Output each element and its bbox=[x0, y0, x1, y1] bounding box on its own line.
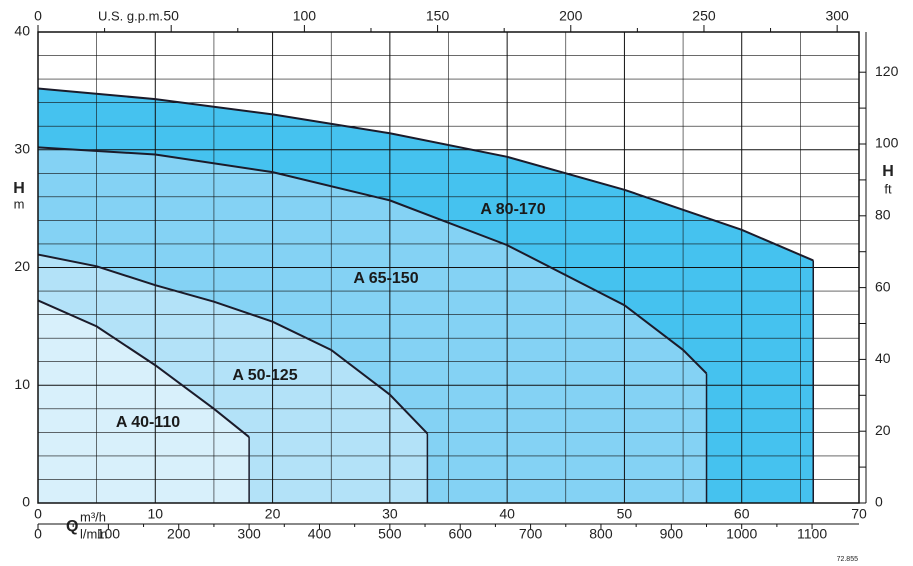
x3-tick-label: 100 bbox=[97, 526, 121, 542]
y-tick-label: 40 bbox=[14, 23, 30, 39]
y-tick-label: 20 bbox=[14, 258, 30, 274]
y2-tick-label: 0 bbox=[875, 494, 883, 510]
x-tick-label: 10 bbox=[147, 506, 163, 522]
x-tick-label: 40 bbox=[499, 506, 515, 522]
curve bbox=[37, 87, 814, 262]
x2-tick-label: 0 bbox=[34, 8, 42, 24]
x2-tick-label: 150 bbox=[426, 8, 450, 24]
x-tick-label: 70 bbox=[851, 506, 867, 522]
y2-tick-label: 120 bbox=[875, 63, 899, 79]
x3-tick-label: 0 bbox=[34, 526, 42, 542]
x2-tick-label: 250 bbox=[692, 8, 716, 24]
x3-tick-label: 600 bbox=[449, 526, 473, 542]
x3-tick-label: 800 bbox=[589, 526, 613, 542]
x-tick-label: 30 bbox=[382, 506, 398, 522]
series-label: A 65-150 bbox=[353, 270, 418, 287]
x3-tick-label: 300 bbox=[237, 526, 261, 542]
x2-unit: U.S. g.p.m. bbox=[98, 8, 163, 23]
y2-tick-label: 60 bbox=[875, 278, 891, 294]
x2-tick-label: 50 bbox=[163, 8, 179, 24]
y2-tick-label: 40 bbox=[875, 350, 891, 366]
series-label: A 50-125 bbox=[232, 367, 297, 384]
x3-tick-label: 700 bbox=[519, 526, 543, 542]
x3-tick-label: 500 bbox=[378, 526, 402, 542]
x3-tick-label: 900 bbox=[660, 526, 684, 542]
x-label: Q bbox=[66, 518, 78, 535]
series-label: A 80-170 bbox=[480, 201, 545, 218]
code: 72.855 bbox=[837, 556, 859, 563]
x-tick-label: 60 bbox=[734, 506, 750, 522]
curve bbox=[37, 146, 708, 375]
y2-tick-label: 100 bbox=[875, 135, 899, 151]
y-label: H bbox=[13, 180, 25, 197]
y2-tick-label: 80 bbox=[875, 207, 891, 223]
x-unit: m³/h bbox=[80, 509, 106, 524]
x2-tick-label: 100 bbox=[293, 8, 317, 24]
x-tick-label: 0 bbox=[34, 506, 42, 522]
area bbox=[38, 300, 250, 503]
x3-unit: l/min bbox=[80, 526, 107, 541]
x-tick-label: 50 bbox=[617, 506, 633, 522]
series-label: A 40-110 bbox=[116, 414, 180, 431]
curve bbox=[37, 253, 429, 435]
y-unit: m bbox=[14, 196, 25, 211]
x-tick-label: 20 bbox=[265, 506, 281, 522]
x3-tick-label: 400 bbox=[308, 526, 332, 542]
y-tick-label: 10 bbox=[14, 376, 30, 392]
y-tick-label: 0 bbox=[22, 494, 30, 510]
curve bbox=[37, 299, 250, 438]
y-tick-label: 30 bbox=[14, 140, 30, 156]
y2-unit: ft bbox=[884, 181, 892, 196]
y2-label: H bbox=[882, 163, 894, 180]
x3-tick-label: 1100 bbox=[797, 526, 827, 542]
x2-tick-label: 200 bbox=[559, 8, 583, 24]
x2-tick-label: 300 bbox=[825, 8, 849, 24]
x3-tick-label: 200 bbox=[167, 526, 191, 542]
y2-tick-label: 20 bbox=[875, 422, 891, 438]
x3-tick-label: 1000 bbox=[726, 526, 757, 542]
